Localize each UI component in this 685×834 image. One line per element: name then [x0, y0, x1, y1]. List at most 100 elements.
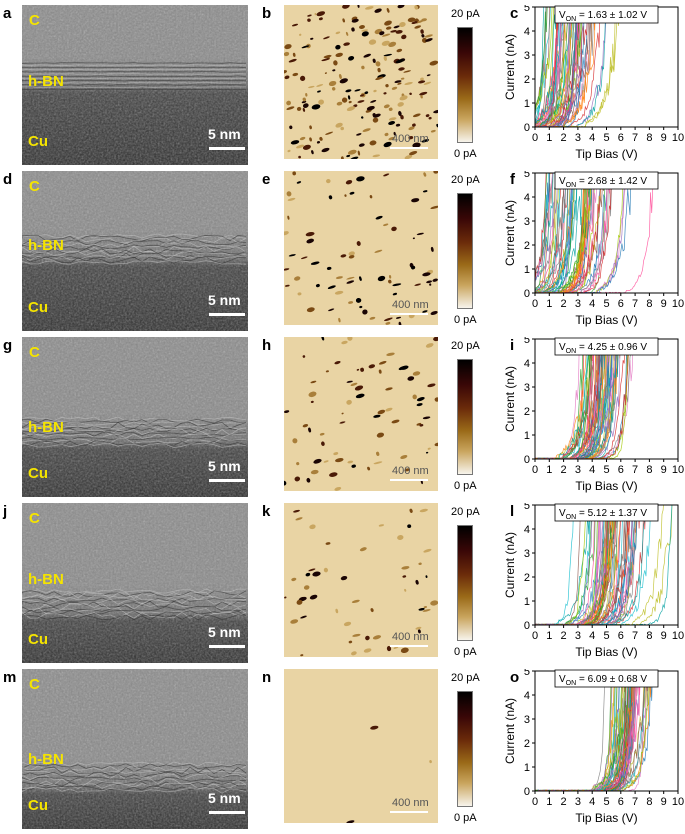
current-spot [292, 52, 296, 57]
current-spot [422, 609, 431, 612]
y-tick-label: 5 [524, 503, 530, 512]
scale-bar-label: 5 nm [208, 458, 241, 474]
current-spot [318, 99, 324, 105]
scale-bar-label: 5 nm [208, 292, 241, 308]
current-spot [336, 101, 343, 106]
scale-bar [209, 811, 245, 814]
current-spot [346, 154, 351, 158]
y-axis-label: Current (nA) [503, 366, 517, 432]
current-spot [420, 29, 424, 34]
current-spot [340, 126, 344, 131]
current-spot [419, 424, 424, 427]
current-spot [356, 133, 362, 136]
panel-label: b [262, 5, 272, 22]
current-spot [391, 226, 397, 232]
current-spot [377, 275, 386, 282]
current-spot [416, 403, 423, 407]
current-spot [308, 427, 312, 433]
current-spot [376, 432, 385, 438]
von-annotation: VON = 5.12 ± 1.37 V [559, 508, 647, 521]
current-spot [421, 139, 430, 143]
current-spot [427, 447, 431, 450]
current-spot [287, 197, 296, 201]
layer-label-hbn: h-BN [28, 571, 64, 588]
current-spot [370, 99, 377, 103]
current-spot [345, 180, 353, 185]
current-spot [347, 335, 353, 341]
panel-label: m [3, 669, 17, 686]
current-spot [414, 25, 422, 29]
von-annotation-box [554, 5, 659, 24]
x-tick-label: 2 [561, 132, 567, 144]
von-annotation: VON = 4.25 ± 0.96 V [559, 342, 647, 355]
current-spot [386, 646, 392, 652]
y-tick-label: 3 [524, 714, 530, 726]
x-tick-label: 10 [672, 132, 684, 144]
current-spot [298, 155, 301, 159]
y-tick-label: 5 [524, 337, 530, 346]
y-tick-label: 3 [524, 216, 530, 228]
current-spot [398, 110, 402, 117]
current-spot [308, 85, 315, 89]
current-map-image [284, 503, 439, 657]
x-tick-label: 2 [561, 298, 567, 310]
current-spot [394, 80, 402, 83]
current-spot [315, 283, 320, 288]
current-spot [373, 113, 381, 118]
current-spot [328, 308, 335, 312]
current-spot [348, 251, 355, 256]
x-axis-label: Tip Bias (V) [575, 811, 637, 825]
colorbar [457, 359, 473, 475]
current-spot [395, 30, 403, 34]
current-spot [407, 17, 416, 23]
current-spot [292, 438, 298, 444]
current-spot [425, 343, 434, 348]
x-tick-label: 5 [603, 630, 609, 642]
current-spot [286, 191, 292, 197]
x-tick-label: 0 [532, 796, 538, 808]
current-spot [423, 81, 432, 85]
current-spot [391, 419, 400, 424]
y-axis-label: Current (nA) [503, 200, 517, 266]
current-spot [346, 276, 355, 280]
current-spot [361, 116, 364, 119]
map-scale-bar [390, 811, 428, 813]
x-axis-label: Tip Bias (V) [575, 313, 637, 327]
current-spot [341, 340, 348, 345]
colorbar [457, 27, 473, 143]
panel-label: g [3, 337, 13, 354]
current-spot [324, 72, 327, 74]
current-spot [385, 321, 391, 325]
x-tick-label: 1 [546, 630, 552, 642]
current-spot [347, 149, 357, 155]
scale-bar [209, 479, 245, 482]
y-tick-label: 0 [524, 122, 530, 134]
colorbar-max-label: 20 pA [451, 672, 480, 684]
x-tick-label: 9 [661, 132, 667, 144]
x-tick-label: 4 [589, 298, 595, 310]
current-spot [368, 364, 376, 369]
panel-label: j [3, 503, 8, 520]
current-spot [385, 84, 389, 88]
current-spot [395, 59, 404, 64]
current-spot [426, 280, 433, 284]
current-spot [307, 14, 312, 17]
current-spot [305, 572, 311, 577]
current-spot [430, 246, 434, 252]
von-annotation: VON = 6.09 ± 0.68 V [559, 674, 647, 687]
x-tick-label: 3 [575, 464, 581, 476]
current-spot [430, 205, 440, 210]
current-spot [432, 278, 438, 282]
current-spot [372, 58, 376, 63]
current-spot [395, 123, 401, 127]
current-spot [396, 48, 403, 53]
y-axis-label: Current (nA) [503, 34, 517, 100]
map-scale-bar [390, 313, 428, 315]
iv-plot-panel: 0 1 2 3 4 5 6 7 8 9 10 0 1 2 3 4 5 Tip Bias (V) Current (n… [500, 666, 685, 834]
current-spot [419, 508, 428, 513]
current-spot [296, 462, 300, 466]
current-spot [385, 387, 393, 391]
